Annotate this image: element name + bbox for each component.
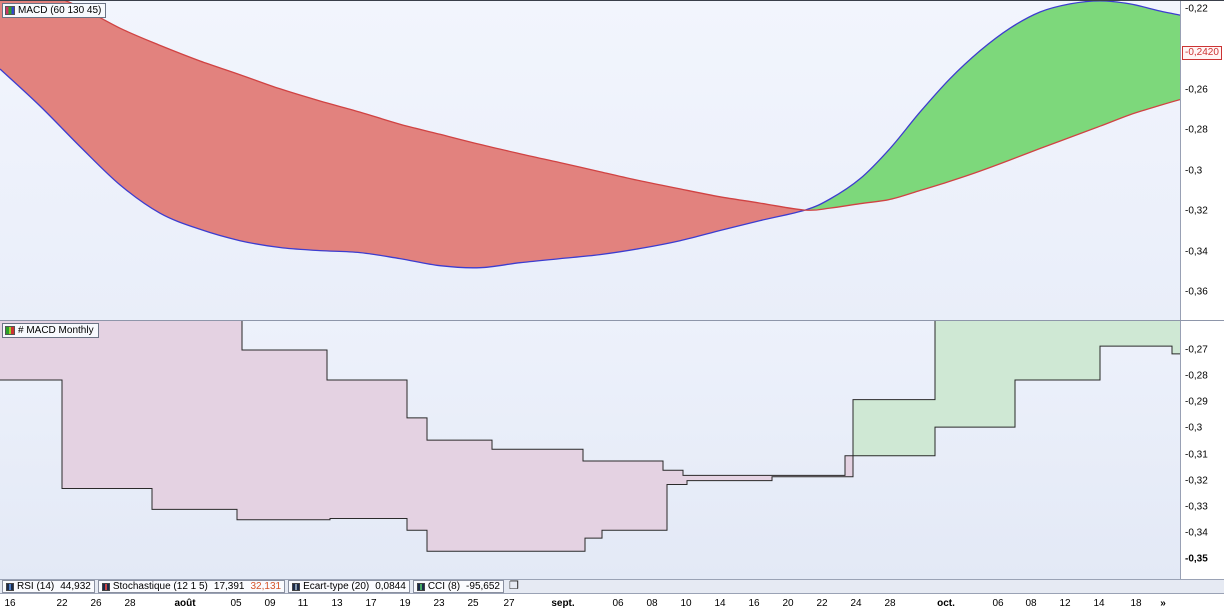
scroll-right-button[interactable]: » <box>1160 598 1166 609</box>
time-label: 28 <box>124 598 136 609</box>
price-axis-label: -0,35 <box>1185 553 1208 565</box>
time-axis[interactable]: 16 22 26 28 août 05 09 11 13 17 19 23 25 27 sept. 06 08 1… <box>0 593 1224 612</box>
indicator-icon <box>6 582 14 591</box>
price-axis-label: -0,34 <box>1185 527 1208 539</box>
indicator-chip-cci[interactable]: CCI (8) -95,652 <box>412 580 504 593</box>
indicator-label: RSI (14) <box>17 580 55 592</box>
time-label: 09 <box>264 598 276 609</box>
time-label: 14 <box>714 598 726 609</box>
time-label: 23 <box>433 598 445 609</box>
indicator-value: 44,932 <box>60 580 91 592</box>
time-label: 25 <box>467 598 479 609</box>
time-label: 19 <box>399 598 411 609</box>
price-axis-label: -0,28 <box>1185 370 1208 382</box>
time-label: 22 <box>816 598 828 609</box>
macd-monthly-chart-area[interactable] <box>0 321 1180 579</box>
indicator-chip-ecart-type[interactable]: Ecart-type (20) 0,0844 <box>288 580 410 593</box>
time-label: 10 <box>680 598 692 609</box>
indicator-value: 17,391 <box>213 580 245 592</box>
time-label: 06 <box>992 598 1004 609</box>
price-axis-label: -0,3 <box>1185 422 1203 434</box>
macd-last-value-tag: -0,2420 <box>1182 46 1222 61</box>
indicator-value: -95,652 <box>466 580 500 592</box>
time-label: 22 <box>56 598 68 609</box>
time-label: 06 <box>612 598 624 609</box>
time-label: oct. <box>937 598 955 609</box>
macd-price-axis[interactable]: -0,2420 -0,22 -0,26 -0,28 -0,3 -0,32 -0,34 -0,… <box>1180 1 1224 320</box>
indicator-label: Ecart-type (20) <box>303 580 370 592</box>
price-axis-label: -0,34 <box>1185 246 1208 258</box>
time-label: 14 <box>1093 598 1105 609</box>
time-label: 17 <box>365 598 377 609</box>
price-axis-label: -0,32 <box>1185 205 1208 217</box>
price-axis-label: -0,29 <box>1185 396 1208 408</box>
time-label: 12 <box>1059 598 1071 609</box>
indicator-label: CCI (8) <box>427 580 461 592</box>
indicator-value: 32,131 <box>250 580 282 592</box>
indicator-icon <box>416 582 425 591</box>
time-label: 18 <box>1130 598 1142 609</box>
time-label: 08 <box>1025 598 1037 609</box>
macd-panel-title: MACD (60 130 45) <box>18 5 102 16</box>
indicator-icon <box>292 582 301 591</box>
price-axis-label: -0,31 <box>1185 449 1208 460</box>
macd-monthly-panel-title: # MACD Monthly <box>18 325 94 336</box>
macd-monthly-price-axis[interactable]: -0,27 -0,28 -0,29 -0,3 -0,31 -0,32 -0,33 -0,34 -… <box>1180 321 1224 579</box>
time-label: 16 <box>748 598 760 609</box>
macd-monthly-panel-badge[interactable]: # MACD Monthly <box>2 323 99 338</box>
time-label: 11 <box>297 598 309 609</box>
time-label: 26 <box>90 598 102 609</box>
time-label: 05 <box>230 598 242 609</box>
macd-panel: MACD (60 130 45) -0,2420 -0,22 -0,26 -0,28… <box>0 1 1224 320</box>
price-axis-label: -0,3 <box>1185 165 1203 177</box>
price-axis-label: -0,27 <box>1185 344 1208 356</box>
indicator-value: 0,0844 <box>375 580 406 592</box>
indicator-status-bar: RSI (14) 44,932 Stochastique (12 1 5) 17,39… <box>0 579 1224 593</box>
macd-chart-area[interactable] <box>0 1 1180 320</box>
indicator-chip-stochastique[interactable]: Stochastique (12 1 5) 17,391 32,131 <box>97 580 286 593</box>
indicator-icon <box>101 582 110 591</box>
time-label: 20 <box>782 598 794 609</box>
panel-windows-icon[interactable]: ❐ <box>508 580 519 592</box>
macd-monthly-panel: # MACD Monthly -0,27 -0,28 -0,29 -0,3 -0,31-… <box>0 320 1224 579</box>
price-axis-label: -0,36 <box>1185 286 1208 298</box>
price-axis-label: -0,22 <box>1185 3 1208 15</box>
price-axis-label: -0,28 <box>1185 124 1208 136</box>
time-label: 08 <box>646 598 658 609</box>
time-label: 27 <box>503 598 515 609</box>
price-axis-label: -0,33 <box>1185 501 1208 513</box>
macd-indicator-icon <box>5 6 15 15</box>
price-axis-label: -0,32 <box>1185 475 1208 487</box>
time-label: 13 <box>331 598 343 609</box>
indicator-label: Stochastique (12 1 5) <box>112 580 208 592</box>
time-label: sept. <box>551 598 575 609</box>
macd-panel-badge[interactable]: MACD (60 130 45) <box>2 3 107 18</box>
time-label: août <box>174 598 196 609</box>
time-label: 24 <box>850 598 862 609</box>
time-label: 28 <box>884 598 896 609</box>
time-label: 16 <box>4 598 16 609</box>
price-axis-label: -0,26 <box>1185 84 1208 96</box>
indicator-chip-rsi[interactable]: RSI (14) 44,932 <box>2 580 95 593</box>
macd-monthly-indicator-icon <box>5 326 15 335</box>
